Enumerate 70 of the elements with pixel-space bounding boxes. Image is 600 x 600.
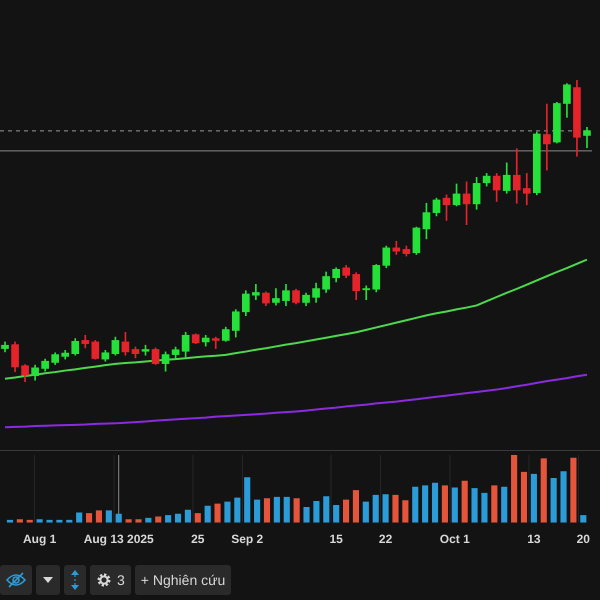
bar <box>76 512 82 523</box>
bar <box>165 515 172 523</box>
text: 3 <box>117 572 125 588</box>
bar <box>520 472 528 523</box>
bar <box>412 486 418 523</box>
x-tick-label: 15 <box>329 532 344 546</box>
bar <box>126 519 132 523</box>
bar <box>214 504 221 523</box>
bar <box>244 477 250 523</box>
bar <box>333 505 340 523</box>
bar <box>303 507 310 523</box>
x-tick-label: Aug 13 2025 <box>84 532 154 546</box>
bar <box>491 485 498 523</box>
bar <box>116 514 122 523</box>
bar <box>382 494 389 523</box>
bar <box>352 490 360 523</box>
bar <box>501 486 508 523</box>
bar <box>86 513 92 523</box>
bar <box>530 474 537 523</box>
x-tick-label: Sep 2 <box>231 532 264 546</box>
bar <box>135 519 142 523</box>
x-tick-label: Aug 1 <box>22 532 57 546</box>
bar <box>342 500 350 523</box>
bar <box>184 510 191 523</box>
x-tick-label: 20 <box>576 532 590 546</box>
bar <box>155 516 162 523</box>
text: + Nghiên cứu <box>140 572 226 588</box>
bar <box>36 519 43 523</box>
x-tick-label: Oct 1 <box>440 532 470 546</box>
bar <box>540 458 547 523</box>
bar <box>422 485 428 523</box>
bar <box>46 520 53 523</box>
bar <box>56 520 62 523</box>
bar <box>294 498 300 523</box>
bar <box>442 485 448 523</box>
bar <box>511 455 518 523</box>
bar <box>550 478 557 523</box>
bar <box>254 500 260 523</box>
x-tick-label: 22 <box>378 532 393 546</box>
bar <box>323 496 330 523</box>
bar <box>6 520 14 523</box>
bar <box>224 502 231 523</box>
bar <box>26 520 33 523</box>
bar <box>580 515 586 523</box>
bar <box>402 500 408 523</box>
bar <box>432 482 438 523</box>
x-tick-label: 13 <box>527 532 541 546</box>
bar <box>274 496 280 523</box>
bar <box>16 519 23 523</box>
bar <box>284 496 290 523</box>
bar <box>560 471 567 523</box>
bar <box>96 510 102 523</box>
bar <box>234 498 240 523</box>
bar <box>472 488 478 523</box>
bar <box>174 514 182 523</box>
bar <box>106 510 112 523</box>
bar <box>264 498 270 523</box>
bar <box>194 513 201 523</box>
x-tick-label: 25 <box>191 532 205 546</box>
bar <box>313 500 320 523</box>
bar <box>145 518 152 523</box>
bar <box>570 458 576 523</box>
bar <box>66 520 72 523</box>
bar <box>362 502 369 523</box>
bar <box>452 487 458 523</box>
bar <box>372 494 379 523</box>
bar <box>462 480 468 523</box>
bar <box>204 506 211 523</box>
bar <box>392 494 399 523</box>
bar <box>481 492 488 523</box>
